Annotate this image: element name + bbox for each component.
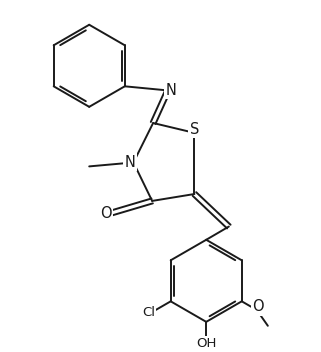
Text: N: N (166, 83, 177, 98)
Text: O: O (100, 206, 111, 221)
Text: N: N (125, 155, 136, 170)
Text: O: O (253, 299, 264, 314)
Text: S: S (190, 121, 199, 137)
Text: OH: OH (196, 338, 216, 351)
Text: Cl: Cl (142, 306, 155, 319)
